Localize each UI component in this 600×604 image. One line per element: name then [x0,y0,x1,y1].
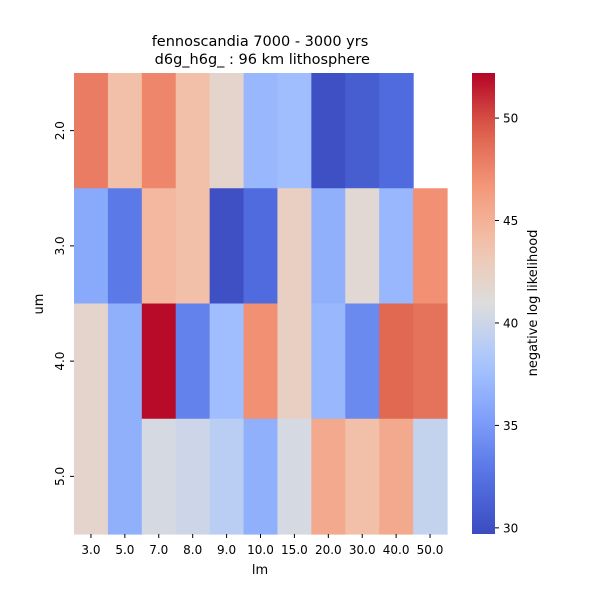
y-tick-label: 2.0 [53,121,67,140]
x-axis-ticks: 3.0 5.0 7.0 8.0 9.0 10.0 15.0 20.0 30.0 40.0 50.0 [81,534,443,557]
heatmap-cell [141,418,177,535]
x-tick-label: 7.0 [149,543,168,557]
heatmap-cell [107,73,143,189]
heatmap-cell [345,303,380,420]
heatmap-cell [74,188,109,305]
heatmap-cell [107,188,143,305]
heatmap-cell [277,73,312,189]
heatmap-cell [379,303,414,420]
heatmap-cell [175,188,211,305]
heatmap-cell [277,188,312,305]
heatmap-cell [74,418,109,535]
y-tick-label: 4.0 [53,352,67,371]
heatmap-cell [311,418,346,535]
heatmap-cell [74,303,109,420]
x-tick-label: 8.0 [183,543,202,557]
heatmap-cell [209,418,245,535]
heatmap-cell [141,188,177,305]
chart-title-line2: d6g_h6g_ : 96 km lithosphere [150,52,370,68]
heatmap-cell [379,418,414,535]
heatmap-cell [141,73,177,189]
x-tick-label: 5.0 [115,543,134,557]
colorbar-tick-label: 45 [503,214,518,228]
heatmap-cell [277,303,312,420]
colorbar-tick-label: 30 [503,521,518,535]
heatmap-cell [413,418,448,535]
heatmap-cell [243,73,279,189]
colorbar-tick-label: 35 [503,419,518,433]
x-tick-label: 20.0 [315,543,342,557]
y-axis-ticks: 2.0 3.0 4.0 5.0 [53,121,74,486]
heatmap-cell [209,188,245,305]
heatmap-cell [74,73,109,189]
chart-title-line1: fennoscandia 7000 - 3000 yrs [152,34,369,50]
heatmap-cell [311,73,346,189]
x-axis-label: lm [252,563,268,578]
heatmap-cell [379,73,414,189]
heatmap-cell [141,303,177,420]
x-tick-label: 40.0 [383,543,410,557]
y-tick-label: 3.0 [53,236,67,255]
heatmap-cell [345,188,380,305]
heatmap-cell [345,418,380,535]
heatmap-cells [74,73,448,535]
x-tick-label: 9.0 [217,543,236,557]
colorbar-label: negative log likelihood [526,230,541,377]
colorbar-tick-label: 40 [503,316,518,330]
y-axis-label: um [32,294,47,315]
colorbar-ticks: 30 35 40 45 50 [495,112,518,535]
heatmap-cell [413,188,448,305]
heatmap-cell [243,188,279,305]
x-tick-label: 15.0 [281,543,308,557]
heatmap-cell [107,418,143,535]
heatmap-cell [413,303,448,420]
x-tick-label: 50.0 [417,543,444,557]
heatmap-cell [311,188,346,305]
heatmap-cell [175,303,211,420]
x-tick-label: 3.0 [81,543,100,557]
x-tick-label: 10.0 [247,543,274,557]
heatmap-cell [175,418,211,535]
y-tick-label: 5.0 [53,467,67,486]
heatmap-cell [311,303,346,420]
heatmap-cell [379,188,414,305]
colorbar-tick-label: 50 [503,112,518,126]
heatmap-cell [175,73,211,189]
heatmap-cell [107,303,143,420]
heatmap-cell [243,418,279,535]
heatmap-cell [209,73,245,189]
heatmap-cell [243,303,279,420]
heatmap-cell [209,303,245,420]
x-tick-label: 30.0 [349,543,376,557]
heatmap-cell [277,418,312,535]
heatmap-cell [345,73,380,189]
colorbar [472,73,495,534]
